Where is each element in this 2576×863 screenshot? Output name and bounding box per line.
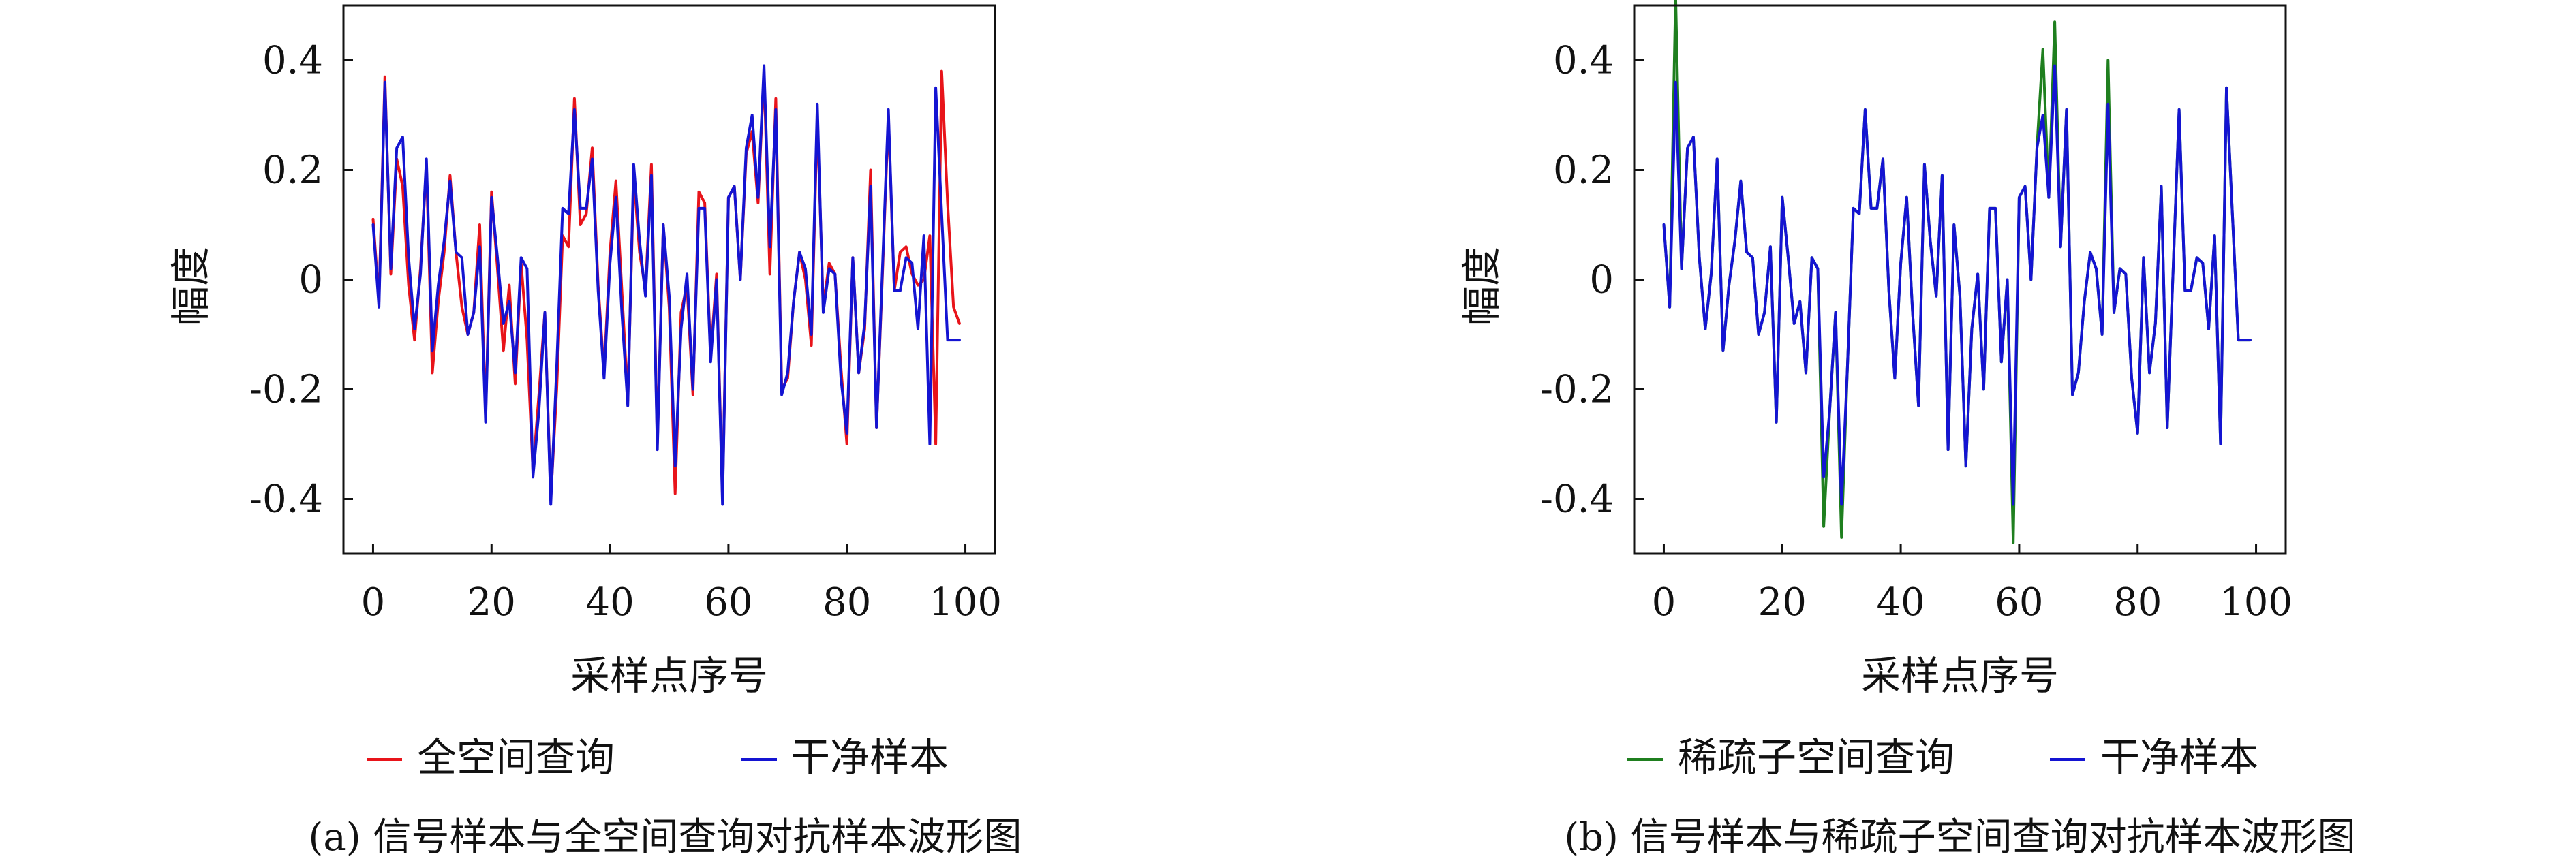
- panel-a-ytick-label-4: -0.4: [249, 477, 323, 522]
- panel-a-ylabel: 幅度: [168, 247, 214, 326]
- panel-a-xtick-label-3: 60: [704, 580, 752, 625]
- panel-a: 0 20 40 60 80 100 0.4 0.2 0 -0.2 -0.4 幅度 采样点序号 全空…: [168, 4, 1022, 860]
- panel-a-caption: (a) 信号样本与全空间查询对抗样本波形图: [309, 815, 1022, 860]
- panel-b-legend-label-1: 干净样本: [2100, 734, 2258, 781]
- panel-a-ytick-label-3: -0.2: [249, 368, 323, 412]
- panel-a-xlabel: 采样点序号: [570, 653, 768, 699]
- panel-a-series-1-line: [371, 64, 961, 506]
- panel-b-frame: [1633, 4, 2287, 555]
- panel-b: 0 20 40 60 80 100 0.4 0.2 0 -0.2 -0.4 幅度 采样点序号 稀疏…: [1458, 0, 2356, 860]
- panel-a-ytick-label-0: 0.4: [262, 39, 323, 83]
- panel-b-ytick-label-3: -0.2: [1540, 368, 1614, 412]
- panel-b-xtick-label-2: 40: [1876, 580, 1925, 625]
- panel-b-legend: 稀疏子空间查询 干净样本: [1627, 734, 2258, 781]
- panel-b-ytick-label-0: 0.4: [1553, 39, 1614, 83]
- panel-b-ytick-label-1: 0.2: [1553, 148, 1614, 193]
- panel-b-ytick-label-2: 0: [1589, 258, 1614, 302]
- panel-b-legend-label-0: 稀疏子空间查询: [1678, 734, 1954, 781]
- panel-a-xtick-label-4: 80: [823, 580, 871, 625]
- panel-b-xtick-label-3: 60: [1995, 580, 2043, 625]
- panel-a-xticks: 0 20 40 60 80 100: [361, 544, 1002, 625]
- panel-b-ytick-label-4: -0.4: [1540, 477, 1614, 522]
- panel-a-xtick-label-5: 100: [929, 580, 1002, 625]
- panel-b-yticks: 0.4 0.2 0 -0.2 -0.4: [1540, 39, 1644, 522]
- panel-a-ytick-label-1: 0.2: [262, 148, 323, 193]
- panel-a-legend-label-1: 干净样本: [791, 734, 949, 781]
- panel-a-plot-area: [371, 64, 961, 506]
- panel-a-legend-label-0: 全空间查询: [417, 734, 615, 781]
- panel-b-xlabel: 采样点序号: [1861, 653, 2059, 699]
- panel-b-plot-area: [1662, 0, 2252, 544]
- panel-b-series-1-line: [1662, 64, 2252, 506]
- panel-a-xtick-label-1: 20: [467, 580, 516, 625]
- panel-b-xtick-label-1: 20: [1758, 580, 1807, 625]
- panel-a-xtick-label-2: 40: [585, 580, 634, 625]
- panel-a-xtick-label-0: 0: [361, 580, 386, 625]
- panel-b-xtick-label-0: 0: [1652, 580, 1676, 625]
- panel-a-ytick-label-2: 0: [298, 258, 323, 302]
- panel-a-series-0-line: [371, 69, 961, 501]
- panel-a-legend: 全空间查询 干净样本: [367, 734, 949, 781]
- panel-b-xtick-label-4: 80: [2113, 580, 2162, 625]
- panel-b-caption: (b) 信号样本与稀疏子空间查询对抗样本波形图: [1564, 815, 2355, 860]
- panel-a-yticks: 0.4 0.2 0 -0.2 -0.4: [249, 39, 353, 522]
- panel-b-xticks: 0 20 40 60 80 100: [1652, 544, 2293, 625]
- panel-b-xtick-label-5: 100: [2220, 580, 2293, 625]
- panel-b-ylabel: 幅度: [1458, 247, 1505, 326]
